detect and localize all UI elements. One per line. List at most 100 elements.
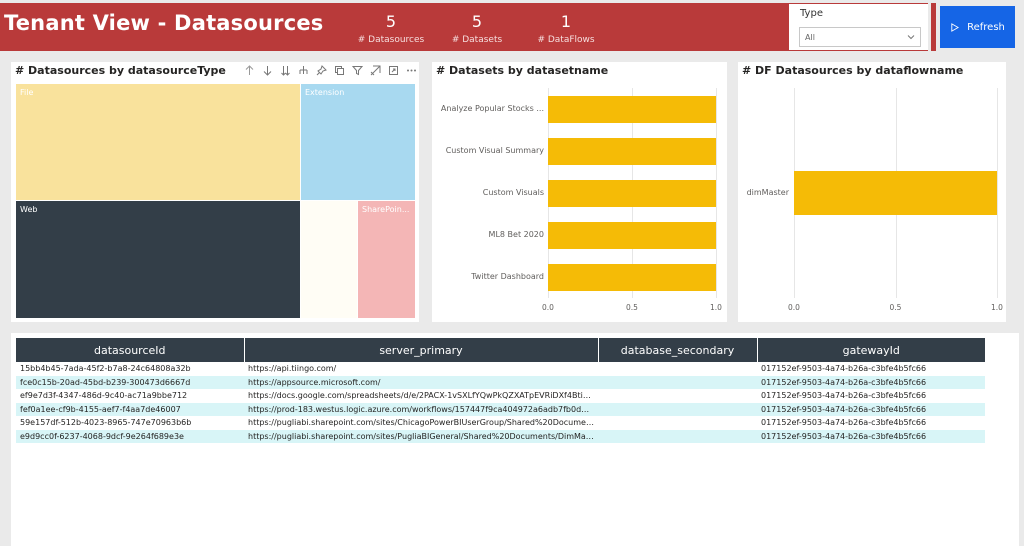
x-tick-label: 0.5 xyxy=(889,303,902,312)
table-cell: 017152ef-9503-4a74-b26a-c3bfe4b5fc66 xyxy=(757,429,985,443)
table-cell xyxy=(598,402,757,416)
treemap-tile-sharepoint[interactable]: SharePoin... xyxy=(358,201,415,318)
category-label: Twitter Dashboard xyxy=(471,272,544,281)
table-cell: 59e157df-512b-4023-8965-747e70963b6b xyxy=(20,418,192,428)
kpi-label: # DataFlows xyxy=(537,35,595,45)
play-icon xyxy=(951,22,960,32)
more-options-icon[interactable] xyxy=(406,65,417,76)
treemap-tile-extension[interactable]: Extension xyxy=(301,84,415,200)
treemap-card: # Datasources by datasourceType File Ext… xyxy=(11,62,419,322)
table-cell xyxy=(598,416,757,430)
x-tick-label: 0.5 xyxy=(626,303,638,312)
table-cell: 017152ef-9503-4a74-b26a-c3bfe4b5fc66 xyxy=(761,391,927,401)
kpi-label: # Datasources xyxy=(357,35,425,45)
refresh-label: Refresh xyxy=(967,21,1005,33)
table-cell: 017152ef-9503-4a74-b26a-c3bfe4b5fc66 xyxy=(761,364,927,374)
table-cell: e9d9cc0f-6237-4068-9dcf-9e264f689e3e xyxy=(16,429,244,443)
report-header: Tenant View - Datasources 5 # Datasource… xyxy=(0,3,928,51)
dropdown-value: All xyxy=(805,33,815,42)
copy-icon[interactable] xyxy=(334,65,345,76)
dataflow-chart-card: # DF Datasources by dataflowname 0.0 0.5 1… xyxy=(738,62,1006,322)
treemap-tile-web[interactable]: Web xyxy=(16,201,300,318)
bar[interactable] xyxy=(548,137,716,165)
table-header-row: datasourceId server_primary database_sec… xyxy=(16,338,985,362)
column-header[interactable]: gatewayId xyxy=(757,338,985,362)
kpi-value: 1 xyxy=(560,12,572,31)
double-arrow-down-icon[interactable] xyxy=(280,65,291,76)
expand-icon[interactable] xyxy=(388,65,399,76)
bar[interactable] xyxy=(548,95,716,123)
filter-icon[interactable] xyxy=(352,65,363,76)
table-cell: https://docs.google.com/spreadsheets/d/e… xyxy=(248,391,598,401)
bar[interactable] xyxy=(548,179,716,207)
focus-mode-icon[interactable] xyxy=(370,65,381,76)
table-cell: https://prod-183.westus.logic.azure.com/… xyxy=(244,402,598,416)
table-row[interactable]: 59e157df-512b-4023-8965-747e70963b6b http… xyxy=(16,416,985,430)
table-cell: ef9e7d3f-4347-486d-9c40-ac71a9bbe712 xyxy=(20,391,188,401)
table-row[interactable]: ef9e7d3f-4347-486d-9c40-ac71a9bbe712 http… xyxy=(16,389,985,403)
visual-toolbar xyxy=(244,65,417,76)
scroll-gutter xyxy=(1019,333,1024,546)
gridline xyxy=(997,88,998,298)
table-cell: 017152ef-9503-4a74-b26a-c3bfe4b5fc66 xyxy=(757,402,985,416)
table-cell: https://appsource.microsoft.com/ xyxy=(244,375,598,389)
table-row[interactable]: fef0a1ee-cf9b-4155-aef7-f4aa7de46007 http… xyxy=(16,402,985,416)
x-tick-label: 0.0 xyxy=(788,303,800,312)
x-tick-label: 1.0 xyxy=(710,303,722,312)
x-tick-label: 1.0 xyxy=(991,303,1003,312)
column-header[interactable]: database_secondary xyxy=(598,338,758,362)
treemap-tile-blank[interactable] xyxy=(301,201,357,318)
x-tick-label: 0.0 xyxy=(542,303,554,312)
type-dropdown[interactable]: All xyxy=(799,27,921,47)
datasets-chart-card: # Datasets by datasetname 0.0 0.5 1.0 Analy… xyxy=(432,62,727,322)
bar[interactable] xyxy=(794,171,997,215)
table-cell xyxy=(598,375,757,389)
treemap-title: # Datasources by datasourceType xyxy=(15,64,226,77)
kpi-dataflows: 1 # DataFlows xyxy=(526,12,606,45)
table-cell xyxy=(598,389,757,403)
table-row[interactable]: fce0c15b-20ad-45bd-b239-300473d6667d http… xyxy=(16,375,985,389)
bar[interactable] xyxy=(548,221,716,249)
table-cell: https://pugliabi.sharepoint.com/sites/Pu… xyxy=(244,429,598,443)
datasource-table: datasourceId server_primary database_sec… xyxy=(16,338,985,443)
arrow-up-icon[interactable] xyxy=(244,65,255,76)
table-cell: fce0c15b-20ad-45bd-b239-300473d6667d xyxy=(16,375,244,389)
refresh-button[interactable]: Refresh xyxy=(940,6,1015,48)
table-cell xyxy=(598,362,757,376)
gridline xyxy=(716,88,717,298)
treemap-tile-file[interactable]: File xyxy=(16,84,300,200)
table-cell: 017152ef-9503-4a74-b26a-c3bfe4b5fc66 xyxy=(761,418,927,428)
table-cell xyxy=(598,429,757,443)
table-cell: https://api.tiingo.com/ xyxy=(248,364,337,374)
kpi-datasets: 5 # Datasets xyxy=(437,12,517,45)
expand-hierarchy-icon[interactable] xyxy=(298,65,309,76)
datasource-table-card: datasourceId server_primary database_sec… xyxy=(11,333,1019,546)
chart-title: # DF Datasources by dataflowname xyxy=(742,64,964,77)
arrow-down-icon[interactable] xyxy=(262,65,273,76)
table-cell: https://pugliabi.sharepoint.com/sites/Ch… xyxy=(248,418,598,428)
table-row[interactable]: 15bb4b45-7ada-45f2-b7a8-24c64808a32b http… xyxy=(16,362,985,376)
kpi-value: 5 xyxy=(385,12,397,31)
chart-title: # Datasets by datasetname xyxy=(436,64,609,77)
bar[interactable] xyxy=(548,263,716,291)
table-row[interactable]: e9d9cc0f-6237-4068-9dcf-9e264f689e3e http… xyxy=(16,429,985,443)
page-title: Tenant View - Datasources xyxy=(4,11,324,35)
category-label: Custom Visuals xyxy=(482,188,544,197)
chevron-down-icon xyxy=(907,35,915,40)
kpi-datasources: 5 # Datasources xyxy=(351,12,431,45)
type-slicer: Type All xyxy=(789,4,928,50)
category-label: Custom Visual Summary xyxy=(445,146,544,155)
table-cell: fef0a1ee-cf9b-4155-aef7-f4aa7de46007 xyxy=(16,402,244,416)
kpi-value: 5 xyxy=(471,12,483,31)
slicer-title: Type xyxy=(800,8,823,19)
category-label: Analyze Popular Stocks ... xyxy=(440,104,544,113)
kpi-label: # Datasets xyxy=(451,35,503,45)
column-header[interactable]: server_primary xyxy=(244,338,599,362)
category-label: ML8 Bet 2020 xyxy=(488,230,544,239)
category-label: dimMaster xyxy=(746,188,789,197)
accent-strip xyxy=(931,3,936,51)
table-cell: 15bb4b45-7ada-45f2-b7a8-24c64808a32b xyxy=(20,364,191,374)
column-header[interactable]: datasourceId xyxy=(16,338,245,362)
pin-icon[interactable] xyxy=(316,65,327,76)
table-cell: 017152ef-9503-4a74-b26a-c3bfe4b5fc66 xyxy=(757,375,985,389)
